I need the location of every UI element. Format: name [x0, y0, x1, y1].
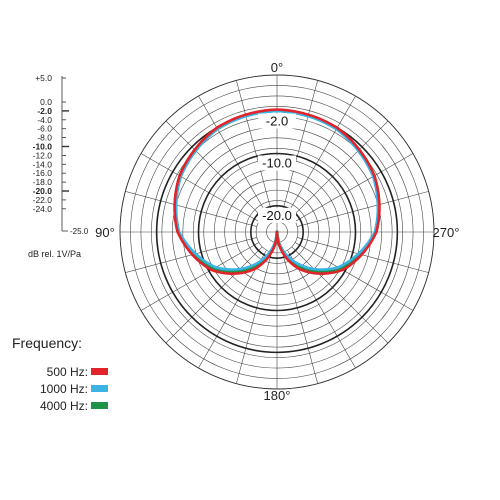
- grid-ring-bold: [197, 152, 357, 312]
- ring-label-bg: [258, 207, 296, 223]
- legend-title: Frequency:: [12, 335, 83, 351]
- scale-unit-label: dB rel. 1V/Pa: [28, 249, 81, 259]
- grid-spoke: [198, 95, 267, 215]
- grid-spoke: [297, 191, 429, 227]
- grid-spoke: [282, 252, 318, 384]
- grid-spoke: [287, 95, 356, 215]
- legend-label: 4000 Hz:: [39, 398, 88, 413]
- grid-spoke: [125, 191, 257, 227]
- grid-spoke: [294, 153, 414, 222]
- scale-tick-label: -22.0: [33, 195, 53, 205]
- scale-tick-label: -8.0: [37, 133, 52, 143]
- scale-tick-label: -4.0: [37, 115, 52, 125]
- grid-spoke: [291, 120, 389, 218]
- ring-label: -10.0: [262, 156, 292, 171]
- scale-tick-label: -16.0: [33, 168, 53, 178]
- db-scale: +5.00.0-2.0-4.0-6.0-8.0-10.0-12.0-14.0-1…: [28, 73, 89, 259]
- angle-label-90: 90°: [95, 225, 115, 240]
- legend-swatch-4000hz: [91, 402, 108, 409]
- chart-labels: 0° 180° 90° 270° -2.0 -10.0 -20.0: [95, 60, 459, 403]
- grid-spoke: [165, 246, 263, 344]
- legend-swatch-500hz: [91, 368, 108, 375]
- legend-label: 500 Hz:: [46, 364, 88, 379]
- angle-label-270: 270°: [433, 225, 460, 240]
- series-line-500hz: [173, 108, 381, 275]
- scale-tick-label: -6.0: [37, 124, 52, 134]
- ring-label-bg: [258, 113, 296, 129]
- ring-label: -2.0: [266, 114, 288, 129]
- legend-item-500hz: 500 Hz:: [12, 363, 108, 380]
- scale-tick-label: +5.0: [35, 73, 52, 83]
- grid-spoke: [236, 252, 272, 384]
- grid-spoke: [291, 246, 389, 344]
- frequency-legend: Frequency: 500 Hz: 1000 Hz: 4000 Hz:: [12, 335, 108, 414]
- angle-label-0: 0°: [271, 60, 283, 75]
- scale-tick-label: -2.0: [37, 106, 52, 116]
- scale-tick-label: -20.0: [33, 186, 53, 196]
- scale-tick-label: -24.0: [33, 204, 53, 214]
- grid-spoke: [236, 80, 272, 212]
- legend-item-1000hz: 1000 Hz:: [12, 380, 108, 397]
- grid-spoke: [140, 242, 260, 311]
- legend-swatch-1000hz: [91, 385, 108, 392]
- ring-label: -20.0: [262, 208, 292, 223]
- scale-tick-label: -18.0: [33, 177, 53, 187]
- grid-spoke: [282, 80, 318, 212]
- legend-label: 1000 Hz:: [39, 381, 88, 396]
- grid-spoke: [140, 153, 260, 222]
- legend-item-4000hz: 4000 Hz:: [12, 397, 108, 414]
- scale-tick-label: -12.0: [33, 150, 53, 160]
- angle-label-180: 180°: [264, 388, 291, 403]
- scale-tick-label: 0.0: [40, 97, 52, 107]
- grid-ring-bold: [250, 205, 304, 259]
- grid-spoke: [165, 120, 263, 218]
- ring-label-bg: [258, 155, 296, 171]
- scale-tick-label: -14.0: [33, 159, 53, 169]
- response-curves: [173, 108, 381, 275]
- scale-tick-label: -10.0: [33, 142, 53, 152]
- scale-tick-label: -25.0: [70, 227, 89, 236]
- grid-spoke: [294, 242, 414, 311]
